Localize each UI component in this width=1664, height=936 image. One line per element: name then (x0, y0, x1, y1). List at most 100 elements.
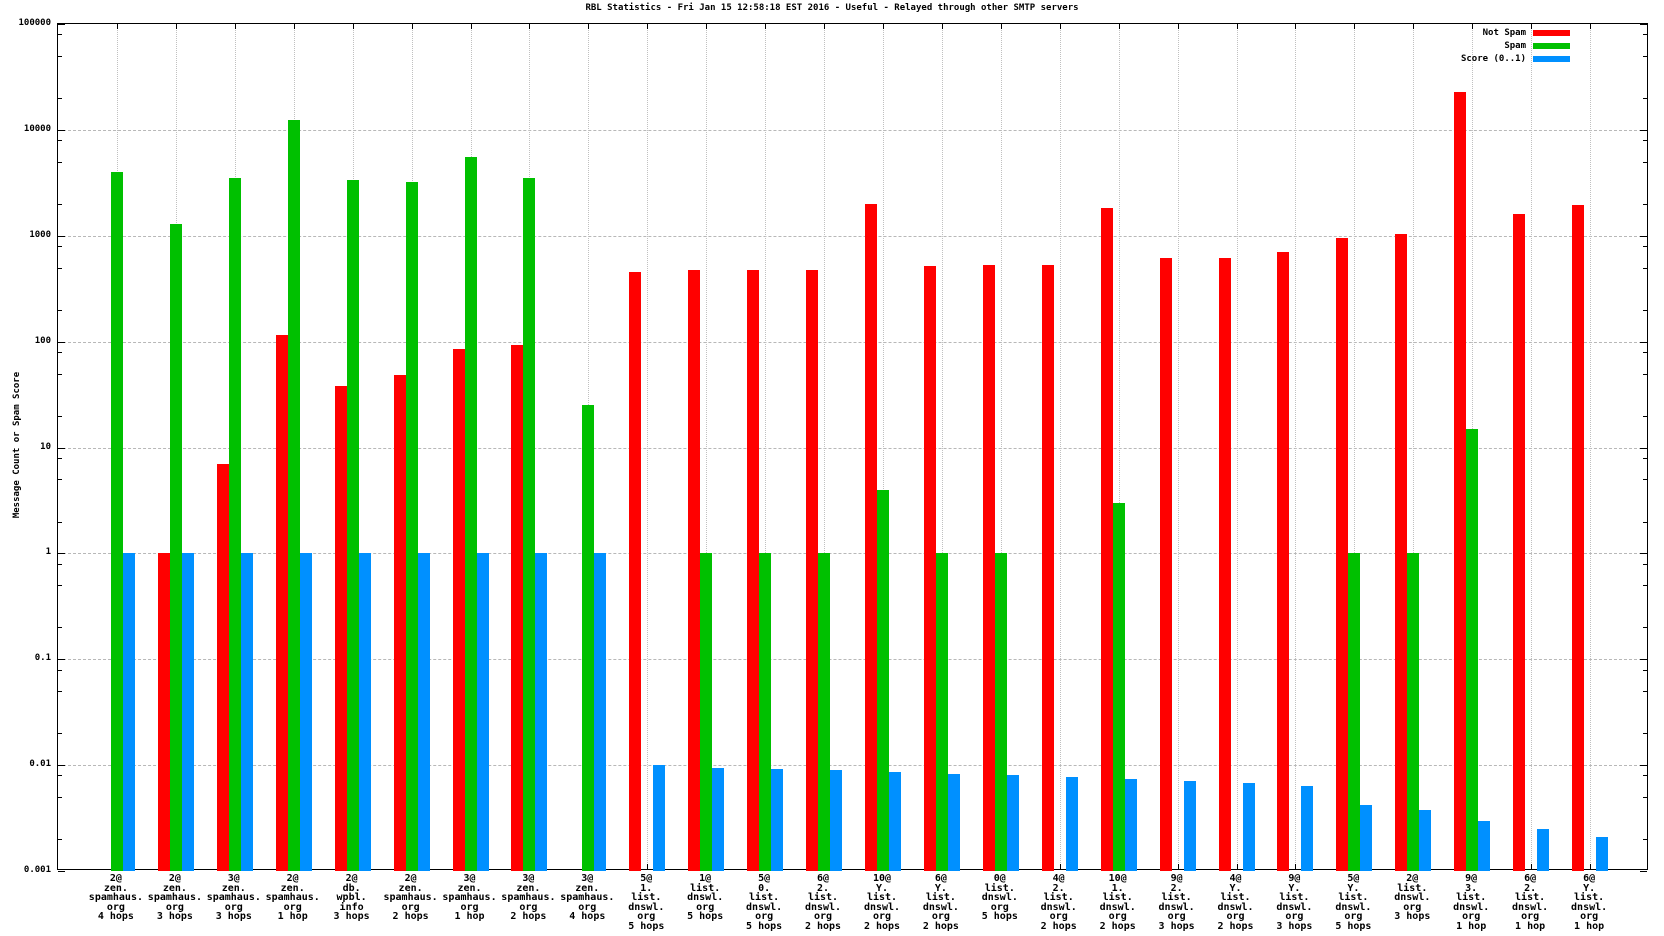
y-minor-tick (1643, 775, 1647, 777)
bar-not-spam (629, 271, 642, 872)
bar-score-0-1 (1183, 780, 1196, 872)
bar-not-spam (452, 349, 465, 871)
y-major-tick (58, 447, 65, 449)
y-minor-tick (58, 373, 62, 375)
y-minor-tick (58, 161, 62, 163)
y-minor-tick (58, 267, 62, 269)
x-tick (175, 24, 177, 29)
bar-score-0-1 (358, 553, 371, 872)
bar-score-0-1 (1124, 779, 1137, 872)
y-minor-tick (58, 203, 62, 205)
x-category-label: 5@ 1. list. dnswl. org 5 hops (628, 873, 665, 932)
bar-not-spam (1159, 257, 1172, 871)
x-tick (411, 24, 413, 29)
bar-spam (1112, 502, 1125, 872)
y-tick-label: 10 (40, 441, 51, 452)
bar-spam (935, 553, 948, 872)
y-minor-tick (1643, 669, 1647, 671)
gridline-vertical (1000, 24, 1002, 869)
x-tick (1531, 864, 1533, 869)
bar-not-spam (511, 345, 524, 872)
x-tick (1295, 864, 1297, 869)
x-tick (588, 24, 590, 29)
x-category-label: 6@ 2. list. dnswl. org 2 hops (804, 873, 842, 932)
y-minor-tick (58, 351, 62, 353)
bar-score-0-1 (1301, 786, 1314, 872)
x-category-label: 4@ 2. list. dnswl. org 2 hops (1040, 873, 1077, 932)
bar-not-spam (1572, 205, 1585, 871)
gridline-vertical (1413, 24, 1415, 869)
bar-spam (523, 178, 536, 871)
bar-spam (994, 553, 1007, 872)
x-tick (824, 24, 825, 29)
gridline-vertical (647, 24, 649, 869)
y-minor-tick (1643, 839, 1647, 841)
y-minor-tick (1643, 246, 1647, 247)
y-tick-label: 0.01 (29, 759, 51, 770)
x-tick (116, 24, 118, 29)
gridline-horizontal (58, 235, 1647, 237)
x-tick (1118, 24, 1120, 29)
y-minor-tick (1643, 691, 1647, 693)
x-tick (1177, 864, 1179, 869)
y-major-tick (58, 129, 65, 131)
y-minor-tick (58, 309, 62, 311)
y-tick-label: 1 (45, 547, 51, 558)
x-tick (1059, 24, 1061, 29)
bar-spam (464, 157, 477, 872)
bar-spam (1466, 428, 1479, 872)
y-major-tick (1640, 871, 1647, 872)
y-major-tick (58, 871, 65, 872)
legend-swatch (1533, 30, 1570, 36)
x-category-label: 0@ list. dnswl. org 5 hops (981, 873, 1018, 922)
gridline-vertical (883, 24, 884, 869)
bar-score-0-1 (1537, 828, 1550, 872)
x-tick (529, 24, 531, 29)
x-tick (1413, 24, 1415, 29)
y-major-tick (1640, 447, 1647, 449)
gridline-horizontal (58, 765, 1647, 767)
bar-spam (1407, 553, 1420, 872)
y-minor-tick (1643, 351, 1647, 353)
x-tick (1236, 24, 1238, 29)
y-minor-tick (1643, 140, 1647, 142)
bar-score-0-1 (1242, 782, 1255, 872)
gridline-vertical (706, 24, 708, 869)
bar-score-0-1 (947, 773, 960, 871)
y-major-tick (1640, 553, 1647, 555)
gridline-vertical (1236, 24, 1238, 869)
y-major-tick (1640, 235, 1647, 237)
y-minor-tick (1643, 797, 1647, 798)
gridline-vertical (1531, 24, 1533, 869)
x-tick (293, 24, 295, 29)
x-category-label: 10@ Y. list. dnswl. org 2 hops (863, 873, 901, 932)
x-category-label: 6@ 2. list. dnswl. org 1 hop (1512, 873, 1549, 932)
x-category-label: 9@ Y. list. dnswl. org 3 hops (1276, 873, 1313, 932)
bar-score-0-1 (299, 553, 312, 872)
gridline-vertical (824, 24, 825, 869)
x-category-label: 6@ Y. list. dnswl. org 1 hop (1571, 873, 1608, 932)
y-tick-label: 1000 (29, 229, 51, 240)
gridline-horizontal (58, 553, 1647, 555)
y-minor-tick (1643, 309, 1647, 311)
y-minor-tick (58, 415, 62, 417)
y-minor-tick (58, 585, 62, 587)
bar-spam (346, 179, 359, 872)
x-tick (352, 24, 354, 29)
x-category-label: 2@ db. wpbl. info 3 hops (333, 873, 370, 922)
y-major-tick (1640, 129, 1647, 131)
legend-label: Score (0..1) (1460, 54, 1526, 64)
y-minor-tick (1643, 203, 1647, 205)
bar-score-0-1 (830, 770, 842, 872)
y-minor-tick (58, 246, 62, 247)
x-tick (1531, 24, 1533, 29)
bar-score-0-1 (417, 553, 430, 872)
gridline-vertical (1118, 24, 1120, 869)
bar-spam (582, 405, 595, 872)
gridline-horizontal (58, 447, 1647, 449)
x-category-label: 3@ zen. spamhaus. org 3 hops (206, 873, 261, 922)
bar-score-0-1 (1360, 805, 1373, 871)
bar-score-0-1 (771, 769, 784, 872)
y-minor-tick (58, 733, 62, 735)
